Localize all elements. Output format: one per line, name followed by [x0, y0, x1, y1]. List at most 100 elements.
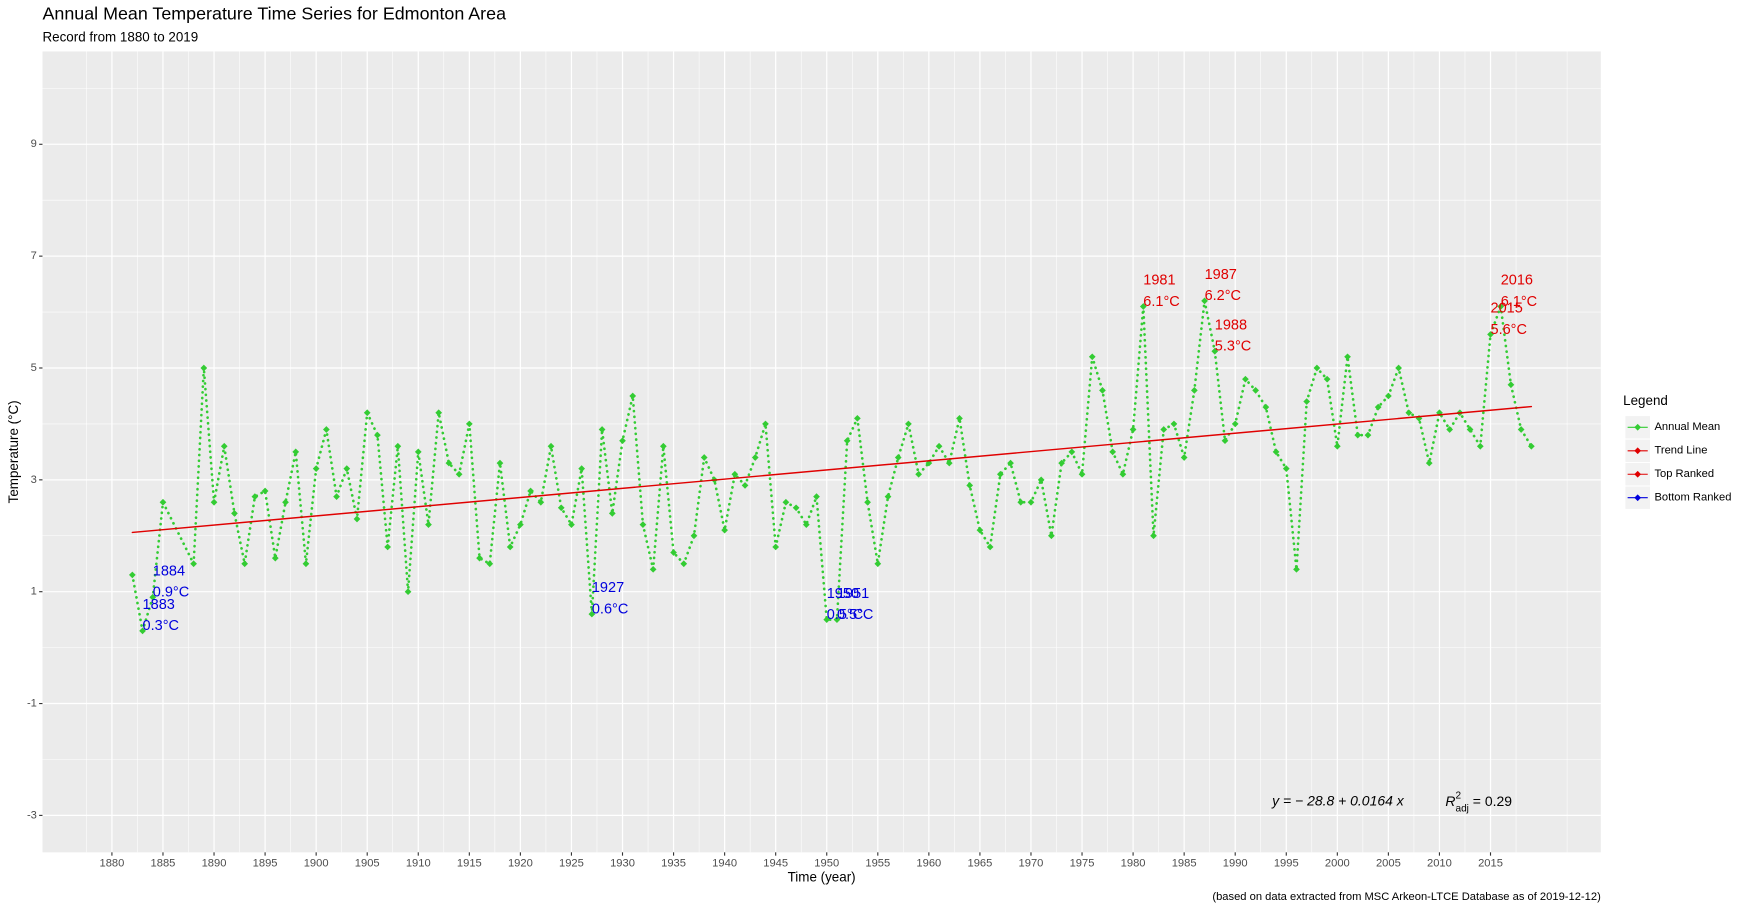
point	[966, 482, 974, 489]
annotation-year: 1988	[1215, 317, 1247, 333]
annotation-year: 1951	[837, 586, 869, 602]
x-tick-label: 1905	[355, 857, 380, 869]
point	[1017, 498, 1025, 506]
x-tick-label: 1925	[559, 857, 584, 869]
chart-subtitle: Record from 1880 to 2019	[42, 30, 198, 45]
trend-line	[131, 405, 1533, 534]
legend: Annual Mean Trend Line Top Ranked Bottom Ra…	[1625, 416, 1731, 509]
point	[782, 498, 790, 506]
annotation-value: 0.9°C	[153, 585, 189, 601]
point	[506, 543, 514, 551]
point	[1395, 364, 1402, 372]
x-tick-label: 1970	[1019, 857, 1044, 869]
x-tick-label: 1990	[1223, 857, 1248, 869]
x-tick-label: 2005	[1376, 857, 1401, 869]
x-tick-label: 2015	[1478, 857, 1503, 869]
point	[282, 498, 289, 506]
point	[986, 543, 994, 551]
point	[700, 454, 708, 461]
point	[690, 532, 698, 540]
annotation-year: 1884	[153, 563, 185, 579]
x-tick-label: 1965	[967, 857, 992, 869]
x-tick-label: 1955	[865, 857, 890, 869]
y-tick-label: -1	[27, 697, 37, 709]
point	[639, 521, 647, 528]
point	[527, 487, 534, 495]
point	[1058, 459, 1065, 467]
y-tick-label: 9	[31, 138, 37, 150]
point	[813, 493, 820, 500]
point	[128, 571, 136, 579]
annotation-value: 6.2°C	[1205, 288, 1241, 304]
point	[1272, 448, 1280, 456]
point	[864, 498, 871, 506]
x-tick-label: 1960	[916, 857, 941, 869]
point	[1007, 459, 1014, 467]
point	[721, 526, 728, 534]
data-line	[131, 300, 1533, 632]
x-tick-label: 2010	[1427, 857, 1452, 869]
point	[1201, 297, 1208, 305]
annotation-value: 0.5°C	[827, 607, 863, 623]
y-axis-title: Temperature (°C)	[6, 400, 21, 503]
caption: (based on data extracted from MSC Arkeon…	[1212, 891, 1601, 903]
point	[271, 554, 279, 562]
point	[384, 543, 391, 551]
point	[210, 498, 218, 506]
y-tick-label: 1	[31, 586, 37, 598]
point	[517, 521, 524, 528]
legend-label: Top Ranked	[1654, 468, 1714, 480]
point	[741, 482, 749, 489]
point	[231, 510, 238, 517]
point	[1068, 448, 1076, 456]
annotation-value: 5.3°C	[1215, 339, 1251, 355]
point	[608, 510, 616, 517]
point	[261, 487, 269, 495]
x-tick-label: 1930	[610, 857, 635, 869]
grid	[42, 51, 1601, 853]
annotation-value: 0.6°C	[592, 601, 628, 617]
x-tick-label: 1985	[1172, 857, 1197, 869]
point	[772, 543, 780, 551]
point	[343, 465, 351, 473]
annotation-value: 6.1°C	[1143, 294, 1179, 310]
point	[445, 459, 453, 467]
point	[333, 493, 340, 500]
point	[884, 493, 892, 500]
y-tick-label: 7	[31, 250, 37, 262]
x-tick-label: 1910	[406, 857, 431, 869]
point	[792, 504, 800, 512]
y-tick-label: -3	[27, 809, 37, 821]
point	[578, 465, 586, 473]
point	[915, 470, 923, 478]
x-tick-label: 1975	[1070, 857, 1095, 869]
point	[1088, 353, 1096, 361]
r2-sub: adj	[1456, 803, 1469, 814]
panel-background	[42, 51, 1601, 853]
x-tick-label: 1920	[508, 857, 533, 869]
annotation-year: 1927	[592, 580, 624, 596]
x-tick-label: 1950	[814, 857, 839, 869]
point	[1497, 303, 1505, 310]
point	[251, 493, 259, 500]
point	[833, 616, 841, 624]
annotation-year: 1883	[143, 597, 175, 613]
point	[149, 593, 157, 601]
point	[588, 610, 596, 618]
x-tick-label: 1945	[763, 857, 788, 869]
x-axis-title: Time (year)	[788, 870, 856, 885]
point	[537, 498, 545, 506]
point	[823, 616, 831, 624]
r-squared: R2 adj = 0.29	[1445, 790, 1512, 814]
point	[996, 470, 1004, 478]
point	[1027, 498, 1035, 506]
x-tick-label: 2000	[1325, 857, 1350, 869]
point	[414, 448, 422, 456]
point	[1507, 381, 1515, 389]
point	[139, 627, 146, 635]
y-tick-label: 5	[31, 362, 37, 374]
annotation-value: 6.1°C	[1501, 294, 1537, 310]
point	[751, 454, 759, 461]
legend-label: Trend Line	[1654, 445, 1707, 457]
